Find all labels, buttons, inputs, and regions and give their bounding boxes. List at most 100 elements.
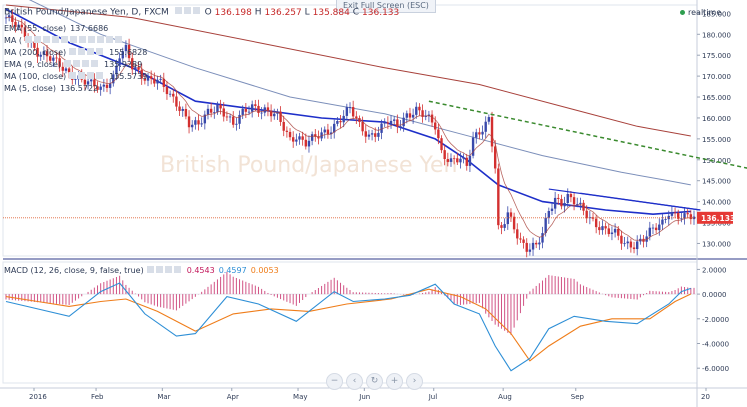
macd-axis-label: 0.0000 [702, 291, 727, 299]
candle-up [295, 133, 298, 146]
macd-legend-icons[interactable] [146, 266, 183, 275]
candle-down [184, 103, 188, 120]
candle-down [493, 140, 497, 174]
candle-body [112, 74, 115, 84]
price-axis-label: 160.000 [702, 115, 731, 123]
candle-body [168, 93, 172, 95]
time-axis-label: 2016 [29, 393, 47, 401]
candle-body [613, 228, 617, 233]
last-price-badge [697, 211, 733, 224]
candle-down [418, 103, 421, 116]
candle-down [339, 114, 342, 129]
candle-body [509, 212, 513, 217]
candle-down [364, 125, 367, 143]
candle-body [7, 15, 11, 18]
candle-down [165, 81, 169, 100]
candle-up [7, 10, 11, 22]
candle-body [197, 120, 200, 125]
candle-body [172, 93, 175, 97]
reset-chart-button[interactable]: ↻ [366, 373, 383, 390]
price-axis-label: 170.000 [702, 73, 731, 81]
candle-body [162, 78, 165, 87]
exit-fullscreen-button[interactable]: Exit Full Screen (ESC) [336, 0, 436, 13]
macd-legend[interactable]: MACD (12, 26, close, 9, false, true) 0.45… [4, 266, 279, 275]
candle-up [462, 153, 465, 164]
macd-line [5, 282, 691, 372]
candle-body [475, 132, 478, 138]
candle-body [481, 131, 484, 135]
legend-icons[interactable] [25, 36, 124, 45]
price-axis-label: 145.000 [702, 178, 731, 186]
zoom-out-button[interactable]: − [326, 373, 343, 390]
candle-up [563, 196, 566, 213]
header-toolbar-icons[interactable] [174, 7, 202, 17]
candle-body [677, 212, 680, 219]
candle-body [459, 158, 462, 163]
candle-down [396, 114, 399, 134]
ema9-line [5, 16, 695, 241]
candle-up [550, 202, 554, 215]
legend-value: 155.6828 [109, 48, 148, 57]
candle-up [411, 108, 415, 124]
time-axis-label: Jun [358, 393, 370, 401]
candle-body [399, 126, 402, 128]
candle-down [162, 72, 165, 93]
candle-down [131, 52, 134, 75]
candle-up [683, 207, 686, 225]
indicator-legend-ema55[interactable]: EMA (55, close) 137.6686 [4, 24, 108, 33]
indicator-legend-ma200[interactable]: MA (200, close) 155.6828 [4, 48, 147, 57]
candle-down [512, 212, 516, 234]
candle-body [20, 24, 23, 28]
candle-body [506, 212, 509, 225]
candle-up [86, 78, 90, 90]
candle-up [99, 83, 102, 96]
scroll-right-button[interactable]: › [406, 373, 423, 390]
legend-label: EMA (9, close) [4, 60, 61, 69]
candle-up [194, 116, 197, 130]
candle-down [620, 230, 623, 250]
scroll-left-button[interactable]: ‹ [346, 373, 363, 390]
candle-up [377, 126, 380, 141]
candle-body [276, 111, 279, 114]
indicator-legend-ema9[interactable]: EMA (9, close) 135.9289 [4, 60, 142, 69]
legend-icons[interactable] [69, 48, 105, 57]
candle-down [279, 106, 282, 126]
candle-up [134, 64, 137, 75]
candle-body [512, 216, 516, 230]
indicator-legend-ma5[interactable]: MA (5, close) 136.5722 [4, 84, 98, 93]
candle-body [348, 107, 352, 108]
price-axis-label: 185.000 [702, 10, 731, 18]
candle-down [288, 128, 292, 141]
candle-up [645, 230, 648, 248]
candle-body [263, 107, 266, 113]
candle-body [550, 208, 554, 211]
macd-signal-value: 0.0053 [250, 266, 279, 275]
candle-body [194, 120, 197, 125]
legend-icons[interactable] [64, 60, 100, 69]
candle-body [351, 107, 355, 117]
candle-body [522, 239, 525, 243]
candle-body [23, 27, 27, 38]
candle-down [689, 210, 693, 225]
candle-body [61, 66, 65, 71]
candle-down [244, 103, 248, 119]
indicator-legend-ma-collapsed[interactable]: MA ( [4, 36, 124, 45]
candle-down [519, 232, 522, 243]
macd-line-value: 0.4597 [218, 266, 247, 275]
candle-body [124, 44, 128, 52]
candle-body [149, 76, 153, 79]
candle-down [282, 115, 285, 137]
candle-up [402, 112, 405, 132]
candle-body [560, 198, 563, 207]
legend-icons[interactable] [69, 72, 105, 81]
candle-down [582, 200, 585, 216]
indicator-legend-ma100[interactable]: MA (100, close) 135.5739 [4, 72, 147, 81]
candle-up [484, 116, 487, 138]
zoom-in-button[interactable]: + [386, 373, 403, 390]
candle-body [165, 86, 169, 95]
candle-body [408, 113, 412, 118]
candle-body [235, 123, 238, 125]
candle-up [216, 101, 219, 115]
candle-body [607, 228, 610, 235]
candle-body [569, 194, 573, 198]
